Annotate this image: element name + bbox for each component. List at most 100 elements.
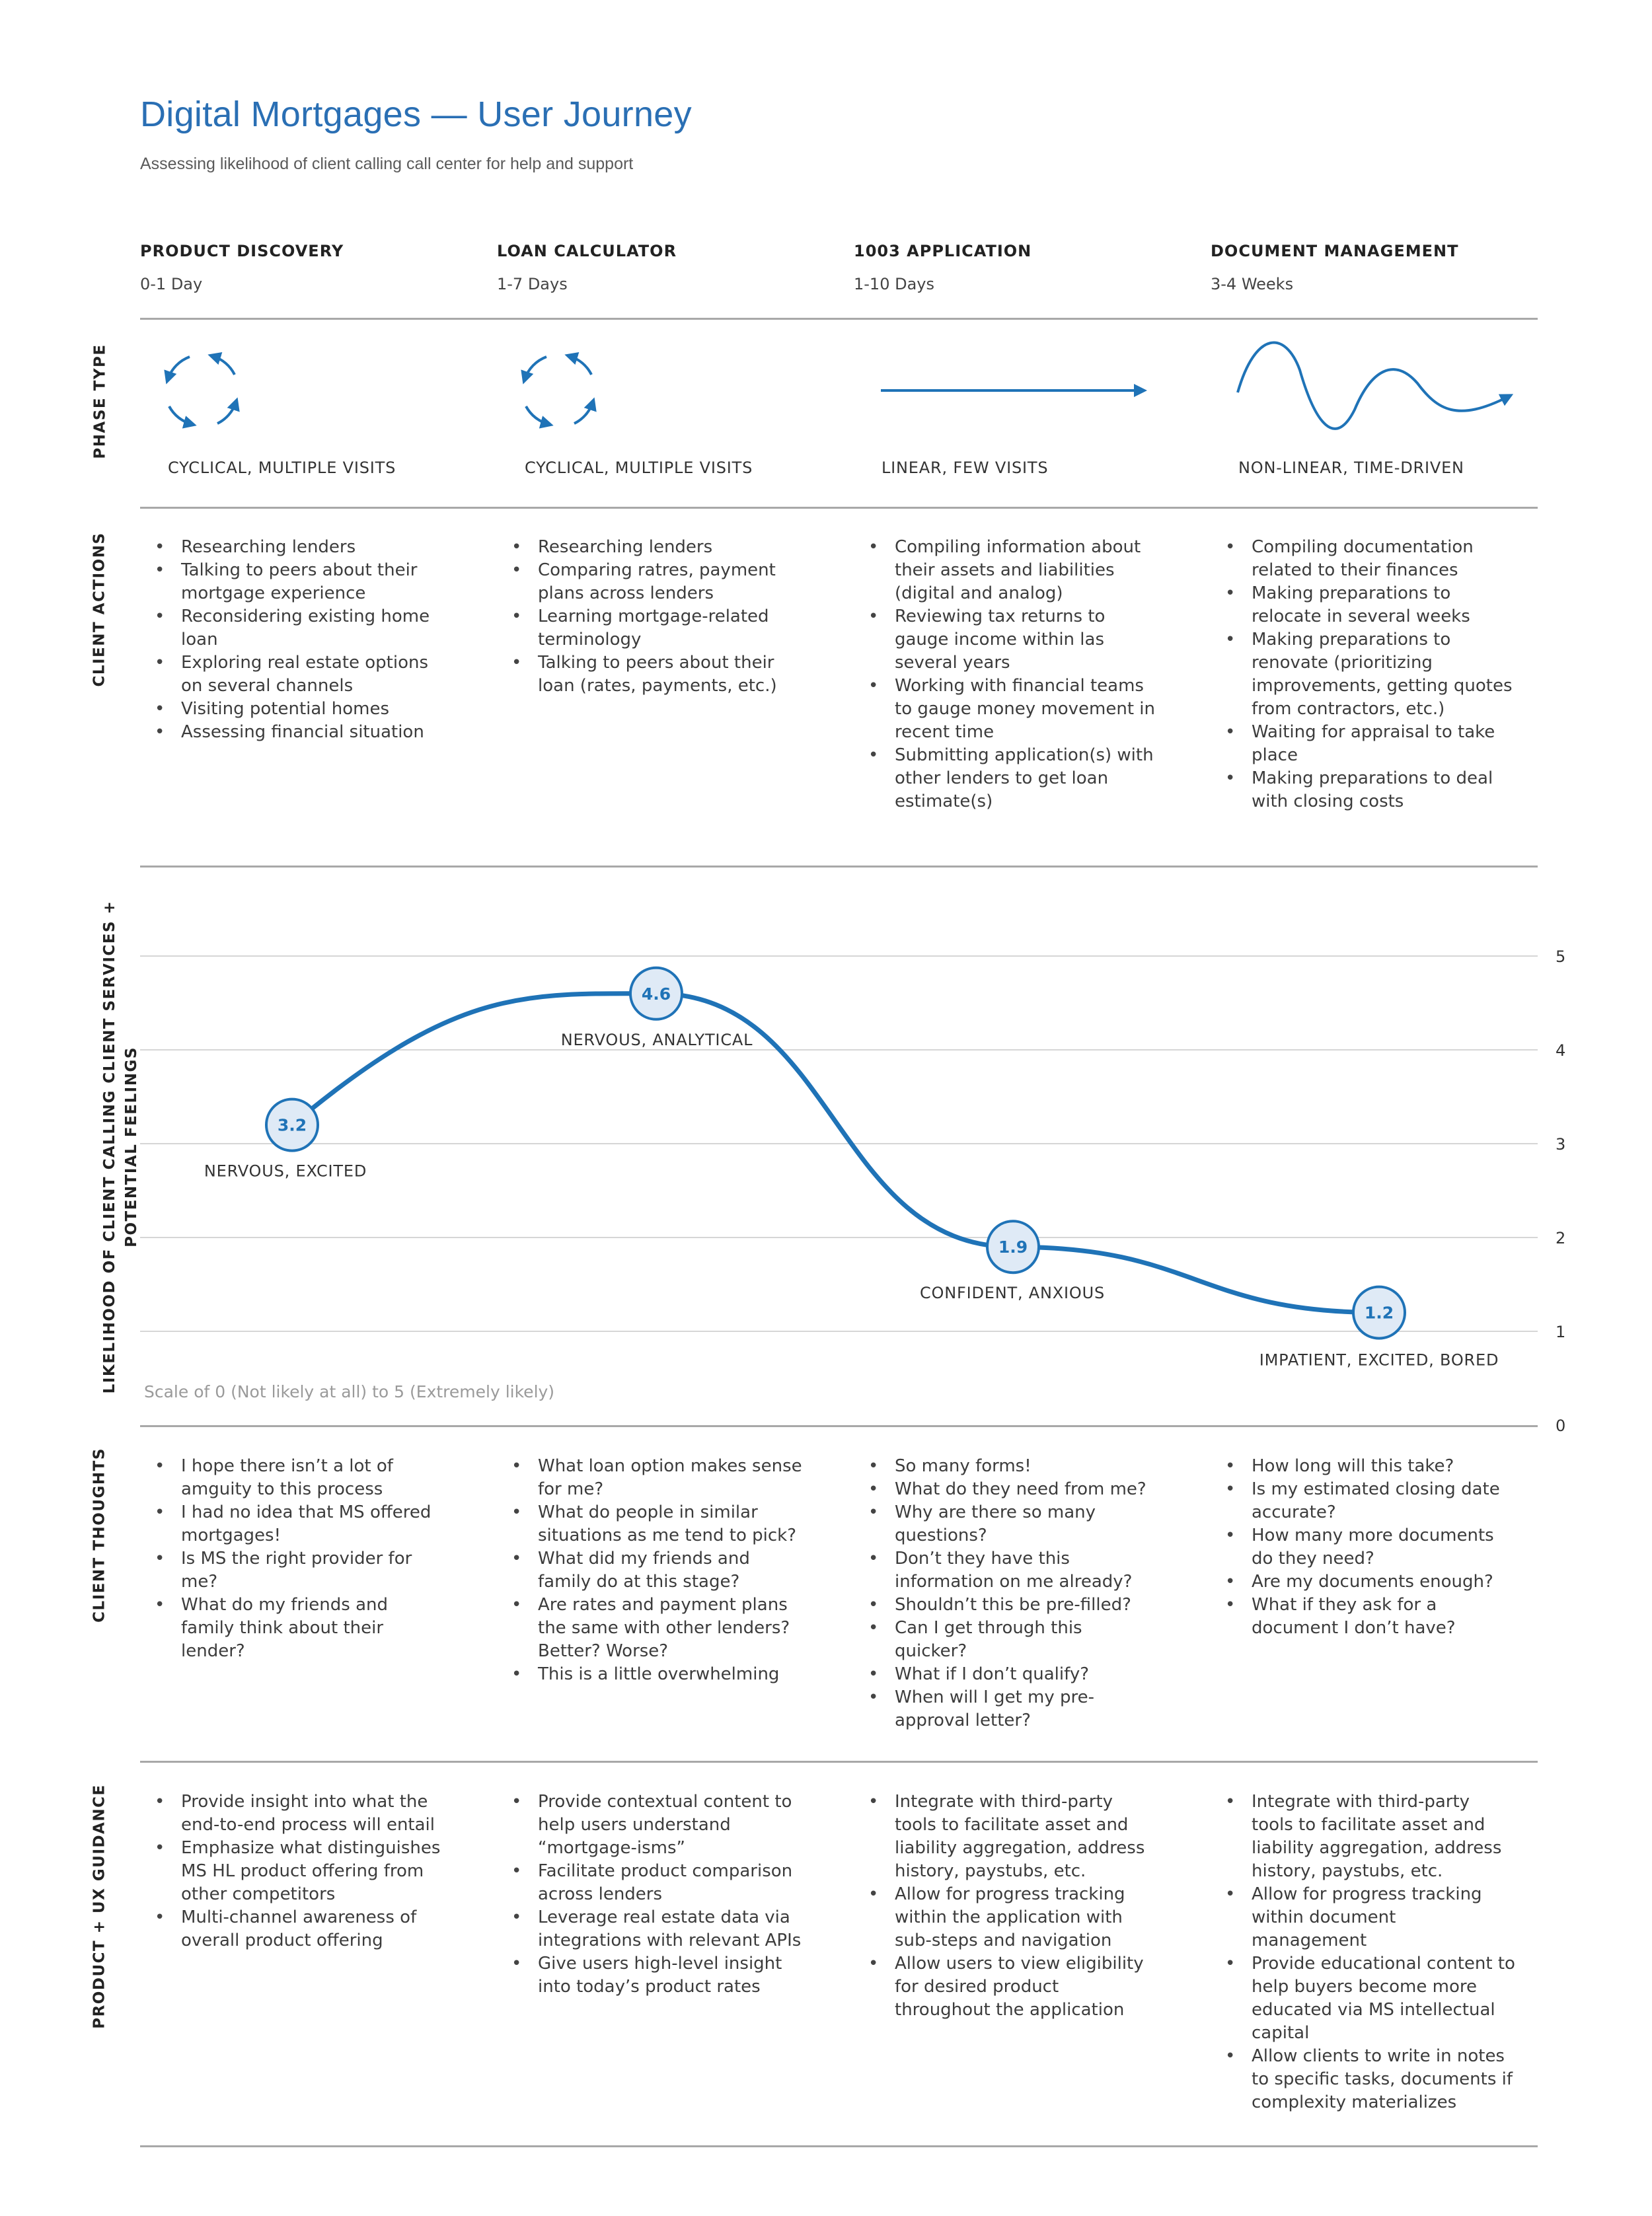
divider — [140, 318, 1538, 320]
phase-name: PRODUCT DISCOVERY — [140, 242, 344, 260]
client-action-item: Visiting potential homes — [141, 698, 445, 721]
divider — [140, 866, 1538, 868]
data-label: 3.2 — [278, 1116, 307, 1135]
client-thought-item: What did my friends and family do at thi… — [498, 1547, 802, 1594]
data-label: 1.9 — [998, 1237, 1028, 1257]
client-thought-item: Why are there so many questions? — [855, 1501, 1159, 1547]
phase-duration: 3-4 Weeks — [1211, 275, 1294, 293]
guidance-item: Provide educational content to help buye… — [1212, 1952, 1516, 2045]
guidance-item: Give users high-level insight into today… — [498, 1952, 802, 1999]
client-action-item: Researching lenders — [498, 536, 802, 559]
divider — [140, 2145, 1538, 2147]
guidance-list: Integrate with third-party tools to faci… — [855, 1791, 1159, 2022]
client-thought-item: What do my friends and family think abou… — [141, 1594, 445, 1663]
phase-type-label: NON-LINEAR, TIME-DRIVEN — [1238, 459, 1464, 477]
y-tick-label: 2 — [1556, 1229, 1565, 1247]
guidance-list: Provide contextual content to help users… — [498, 1791, 802, 1999]
client-action-item: Submitting application(s) with other len… — [855, 744, 1159, 813]
client-thoughts-list: So many forms!What do they need from me?… — [855, 1455, 1159, 1732]
client-action-item: Comparing ratres, payment plans across l… — [498, 559, 802, 605]
client-actions-list: Researching lendersTalking to peers abou… — [141, 536, 445, 744]
guidance-item: Leverage real estate data via integratio… — [498, 1906, 802, 1952]
client-thought-item: Can I get through this quicker? — [855, 1617, 1159, 1663]
client-thought-item: So many forms! — [855, 1455, 1159, 1478]
client-thought-item: How long will this take? — [1212, 1455, 1516, 1478]
phase-duration: 1-10 Days — [854, 275, 934, 293]
client-action-item: Compiling documentation related to their… — [1212, 536, 1516, 582]
phase-duration: 0-1 Day — [140, 275, 203, 293]
client-thought-item: I hope there isn’t a lot of amguity to t… — [141, 1455, 445, 1501]
phase-name: DOCUMENT MANAGEMENT — [1211, 242, 1459, 260]
client-thought-item: Is MS the right provider for me? — [141, 1547, 445, 1594]
phase-type-label: LINEAR, FEW VISITS — [882, 459, 1049, 477]
divider — [140, 507, 1538, 509]
guidance-item: Allow for progress tracking within docum… — [1212, 1883, 1516, 1952]
phase-type-label: CYCLICAL, MULTIPLE VISITS — [525, 459, 753, 477]
client-action-item: Making preparations to renovate (priorit… — [1212, 628, 1516, 721]
client-thoughts-list: How long will this take?Is my estimated … — [1212, 1455, 1516, 1640]
cycle-icon — [164, 351, 240, 429]
guidance-item: Facilitate product comparison across len… — [498, 1860, 802, 1906]
guidance-item: Integrate with third-party tools to faci… — [855, 1791, 1159, 1883]
client-thought-item: I had no idea that MS offered mortgages! — [141, 1501, 445, 1547]
client-action-item: Talking to peers about their loan (rates… — [498, 651, 802, 698]
client-action-item: Working with financial teams to gauge mo… — [855, 675, 1159, 744]
feeling-label: NERVOUS, EXCITED — [204, 1162, 367, 1181]
client-thoughts-list: I hope there isn’t a lot of amguity to t… — [141, 1455, 445, 1663]
guidance-item: Allow for progress tracking within the a… — [855, 1883, 1159, 1952]
cycle-icon — [521, 351, 597, 429]
client-action-item: Researching lenders — [141, 536, 445, 559]
feeling-label: CONFIDENT, ANXIOUS — [920, 1284, 1105, 1302]
y-tick-label: 5 — [1556, 947, 1565, 966]
client-action-item: Making preparations to relocate in sever… — [1212, 582, 1516, 628]
wave-icon — [1236, 341, 1514, 430]
client-action-item: Reconsidering existing home loan — [141, 605, 445, 651]
divider — [140, 1761, 1538, 1763]
row-label-guidance: PRODUCT + UX GUIDANCE — [91, 1784, 108, 2029]
client-actions-list: Researching lendersComparing ratres, pay… — [498, 536, 802, 698]
data-label: 1.2 — [1365, 1304, 1394, 1323]
client-action-item: Waiting for appraisal to take place — [1212, 721, 1516, 767]
client-thought-item: What if they ask for a document I don’t … — [1212, 1594, 1516, 1640]
page-subtitle: Assessing likelihood of client calling c… — [140, 155, 634, 173]
client-thought-item: Is my estimated closing date accurate? — [1212, 1478, 1516, 1524]
data-point — [986, 1220, 1040, 1274]
y-tick-label: 4 — [1556, 1041, 1565, 1060]
client-thought-item: What loan option makes sense for me? — [498, 1455, 802, 1501]
client-thought-item: Don’t they have this information on me a… — [855, 1547, 1159, 1594]
client-thought-item: What if I don’t qualify? — [855, 1663, 1159, 1686]
client-action-item: Learning mortgage-related terminology — [498, 605, 802, 651]
divider — [140, 1425, 1538, 1427]
feeling-label: NERVOUS, ANALYTICAL — [561, 1031, 753, 1049]
client-action-item: Making preparations to deal with closing… — [1212, 767, 1516, 813]
client-thought-item: Shouldn’t this be pre-filled? — [855, 1594, 1159, 1617]
client-action-item: Talking to peers about their mortgage ex… — [141, 559, 445, 605]
feeling-label: IMPATIENT, EXCITED, BORED — [1259, 1351, 1499, 1370]
guidance-list: Provide insight into what the end-to-end… — [141, 1791, 445, 1952]
client-thought-item: Are my documents enough? — [1212, 1570, 1516, 1594]
client-thought-item: This is a little overwhelming — [498, 1663, 802, 1686]
client-action-item: Assessing financial situation — [141, 721, 445, 744]
client-actions-list: Compiling documentation related to their… — [1212, 536, 1516, 813]
data-point — [629, 966, 683, 1021]
client-action-item: Compiling information about their assets… — [855, 536, 1159, 605]
client-thought-item: What do they need from me? — [855, 1478, 1159, 1501]
client-thought-item: Are rates and payment plans the same wit… — [498, 1594, 802, 1663]
client-action-item: Exploring real estate options on several… — [141, 651, 445, 698]
y-tick-label: 3 — [1556, 1135, 1565, 1154]
phase-name: 1003 APPLICATION — [854, 242, 1032, 260]
y-tick-label: 1 — [1556, 1323, 1565, 1341]
y-tick-label: 0 — [1556, 1417, 1565, 1435]
data-point — [265, 1097, 319, 1152]
phase-duration: 1-7 Days — [497, 275, 568, 293]
client-thought-item: How many more documents do they need? — [1212, 1524, 1516, 1570]
data-point — [1352, 1285, 1406, 1340]
guidance-item: Provide contextual content to help users… — [498, 1791, 802, 1860]
guidance-item: Allow users to view eligibility for desi… — [855, 1952, 1159, 2022]
phase-name: LOAN CALCULATOR — [497, 242, 677, 260]
client-thought-item: When will I get my pre-approval letter? — [855, 1686, 1159, 1732]
page-title: Digital Mortgages — User Journey — [140, 94, 692, 134]
guidance-item: Multi-channel awareness of overall produ… — [141, 1906, 445, 1952]
phase-type-icons — [164, 341, 1514, 430]
guidance-item: Allow clients to write in notes to speci… — [1212, 2045, 1516, 2114]
